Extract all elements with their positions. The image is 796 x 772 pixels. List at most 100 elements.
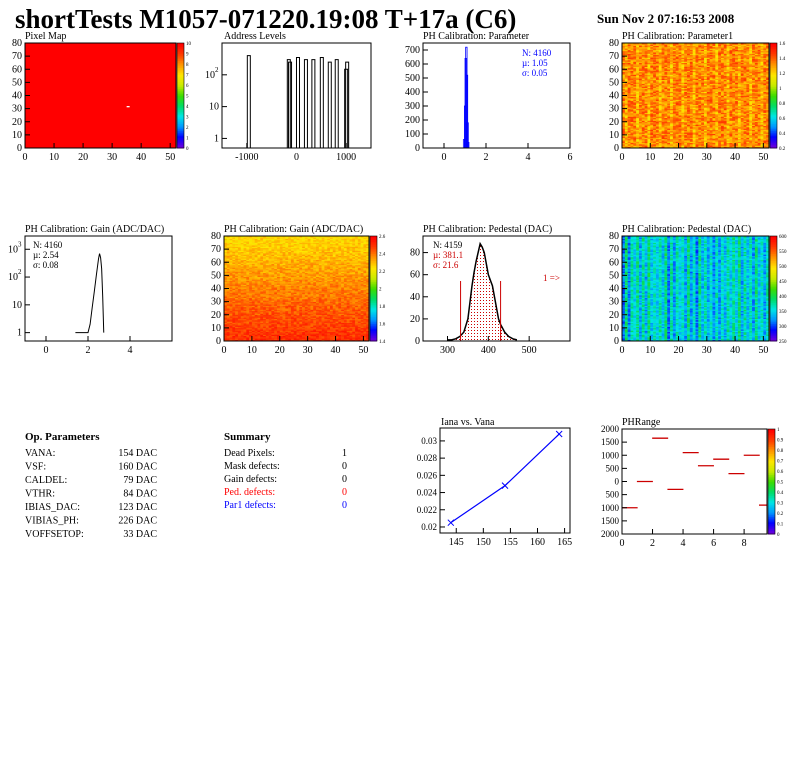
ph_param1_map-cell [712, 145, 716, 147]
ph_param1_map-cell [675, 146, 679, 149]
ph_param1_map-cell [689, 96, 693, 99]
ph_param1_map-cell [667, 142, 671, 145]
ph_param1_map-cell [729, 145, 733, 147]
ph_param1_map-cell [754, 127, 758, 129]
ph_param1_map-cell [687, 102, 691, 104]
ph_param1_map-cell [627, 102, 631, 104]
ph_param1_map-cell [624, 94, 628, 96]
ph_param1_map-cell [647, 99, 651, 102]
ph_param1_map-cell [698, 115, 702, 117]
ph_param1_map-cell [670, 127, 674, 129]
ph_param1_map-cell [715, 57, 719, 60]
ph_param1_map-cell [670, 48, 674, 50]
ph-param-stat-sigma: σ: 0.05 [522, 68, 548, 78]
ph_param1_map-cell [709, 54, 713, 57]
ph_param1_map-cell [720, 82, 725, 84]
gain_map-cell [355, 338, 359, 340]
ph_param1_map-cell [743, 99, 747, 102]
ph_param1_map-cell [737, 85, 742, 87]
ph_param1_map-cell [667, 75, 671, 78]
ph_param1_map-cell [644, 77, 648, 79]
ph_param1_map-cell [644, 94, 648, 96]
ph_param1_map-cell [667, 70, 671, 73]
ph_param1_map-cell [718, 140, 722, 142]
ph_param1_map-cell [681, 64, 685, 66]
ph_param1_map-cell [627, 146, 631, 149]
ph_param1_map-cell [638, 133, 643, 136]
ph_param1_map-cell [624, 127, 628, 129]
ph_param1_map-cell [712, 65, 716, 67]
ph_param1_map-cell [720, 90, 725, 92]
gain_map-cell [251, 331, 255, 334]
ph_param1_map-cell [695, 46, 699, 49]
ph_param1_map-cell [653, 95, 657, 98]
ph_param1_map-cell [740, 141, 744, 144]
ph_param1_map-cell [695, 94, 699, 96]
ph_param1_map-cell [624, 46, 628, 49]
ph_param1_map-cell [740, 104, 744, 107]
ph_param1_map-cell [681, 119, 685, 121]
ph_param1_map-cell [752, 98, 756, 100]
ph_param1_map-cell [681, 53, 685, 56]
ph_param1_map-cell [735, 128, 739, 130]
ph_param1_map-cell [670, 45, 674, 48]
gain_map-cell [357, 327, 361, 330]
ph_param1_map-cell [653, 138, 657, 141]
ph_param1_map-cell [667, 102, 671, 104]
gain_map-cell [310, 338, 314, 340]
ph_param1_map-cell [681, 83, 685, 86]
gain_map-cell [329, 337, 334, 339]
ph_param1_map-cell [667, 50, 671, 53]
ph_param1_map-cell [672, 124, 677, 126]
ph_param1_map-cell [757, 52, 761, 54]
ph_param1_map-cell [687, 44, 691, 46]
ph_param1_map-cell [726, 106, 730, 108]
ph_param1_map-cell [641, 87, 645, 90]
ph_param1_map-cell [672, 60, 677, 62]
ph_param1_map-cell [661, 132, 665, 134]
ph_param1_map-cell [670, 124, 674, 126]
ph_param1_map-cell [630, 71, 634, 74]
ph_param1_map-cell [752, 117, 756, 120]
ph_param1_map-cell [647, 111, 651, 113]
ph_param1_map-cell [684, 86, 688, 88]
ph_param1_map-cell [655, 109, 660, 112]
ph_param1_map-cell [661, 120, 665, 123]
ph_param1_map-cell [664, 73, 668, 75]
ph_param1_map-cell [661, 128, 665, 130]
ph_param1_map-cell [636, 46, 640, 49]
ph_param1_map-cell [726, 103, 730, 105]
ph_param1_map-cell [658, 64, 662, 66]
ph_param1_map-cell [709, 61, 713, 63]
ph_param1_map-cell [729, 107, 733, 109]
ph_param1_map-cell [644, 146, 648, 149]
ph_param1_map-cell [706, 54, 710, 57]
ph_param1_map-cell [624, 83, 628, 86]
ph_param1_map-cell [641, 133, 645, 136]
ph_param1_map-cell [735, 137, 739, 140]
gain_map-cell [360, 327, 364, 330]
ph_param1_map-cell [720, 58, 725, 61]
gain_map-cell [285, 333, 289, 335]
ph_param1_map-cell [740, 82, 744, 84]
ph_param1_map-cell [760, 61, 764, 63]
ph_param1_map-cell [624, 62, 628, 65]
ph_param1_map-cell [726, 127, 730, 129]
ph_param1_map-cell [653, 49, 657, 52]
ph_param1_map-cell [698, 94, 702, 96]
gain-hist-x-ticklabel-2: 4 [128, 345, 133, 356]
ph_param1_map-cell [720, 74, 725, 77]
pixel-map-z-palette-cell [177, 125, 184, 128]
ph_param1_map-cell [743, 70, 747, 73]
ph_param1_map-cell [650, 96, 654, 99]
ph_param1_map-cell [675, 125, 679, 128]
ph_param1_map-cell [760, 70, 764, 73]
ph_param1_map-cell [687, 79, 691, 82]
ph_param1_map-cell [718, 81, 722, 83]
ph_param1_map-cell [661, 86, 665, 88]
ph_param1_map-cell [675, 86, 679, 88]
ph_param1_map-cell [726, 57, 730, 60]
ph_param1_map-cell [661, 94, 665, 96]
ph_param1_map-cell [732, 79, 736, 82]
ph_param1_map-cell [675, 107, 679, 109]
